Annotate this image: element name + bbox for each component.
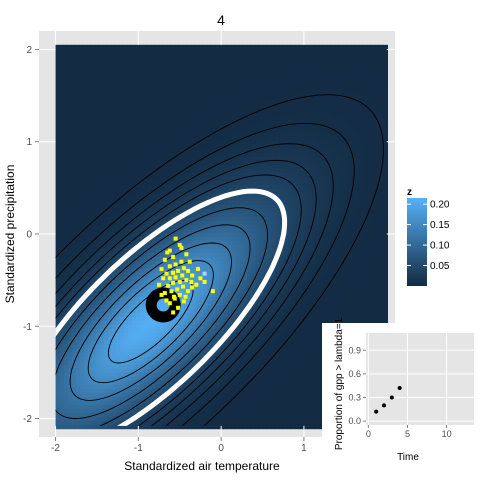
observation-point [172, 295, 176, 299]
observation-point [186, 269, 190, 273]
x-tick-label: -1 [134, 443, 143, 454]
observation-point [164, 298, 168, 302]
x-tick-label: 1 [301, 443, 307, 454]
observation-point [174, 237, 178, 241]
inset-x-tick-label: 10 [442, 429, 452, 439]
observation-point [175, 287, 179, 291]
observation-point [169, 289, 173, 293]
observation-point [190, 274, 194, 278]
observation-point [160, 267, 164, 271]
observation-point [178, 293, 182, 297]
observation-point [180, 274, 184, 278]
y-tick-label: 2 [26, 45, 32, 56]
observation-point [179, 246, 183, 250]
observation-point [211, 289, 215, 293]
observation-point [168, 276, 172, 280]
inset-y-tick-label: 0.0 [348, 416, 361, 426]
x-tick-label: 0 [218, 443, 224, 454]
observation-point [165, 250, 169, 254]
observation-point [186, 289, 190, 293]
observation-point [171, 271, 175, 275]
observation-point [203, 280, 207, 284]
observation-point [176, 269, 180, 273]
observation-point [160, 293, 164, 297]
x-axis: -2 -1 0 1 Standardized air temperature [51, 437, 307, 473]
observation-point [194, 283, 198, 287]
observation-point [182, 299, 186, 303]
inset-x-tick-label: 5 [405, 429, 410, 439]
observation-point [178, 280, 182, 284]
observation-point [174, 262, 178, 266]
observation-point [189, 280, 193, 284]
observation-point [188, 260, 192, 264]
observation-point [164, 272, 168, 276]
y-axis: -2 -1 0 1 2 Standardized precipitation [3, 45, 39, 425]
observation-point [168, 264, 172, 268]
inset-x-axis-label: Time [397, 452, 419, 463]
highlight-point [203, 272, 207, 276]
inset-panel-background [366, 333, 474, 425]
x-tick-label: -2 [51, 443, 60, 454]
observation-point [176, 306, 180, 310]
y-tick-label: 0 [26, 230, 32, 241]
inset-x-tick-label: 0 [366, 429, 371, 439]
y-tick-label: -2 [23, 414, 32, 425]
observation-point [157, 283, 161, 287]
inset-y-tick-label: 0.6 [348, 369, 361, 379]
observation-point [190, 286, 194, 290]
observation-point [196, 267, 200, 271]
legend-tick-label: 0.20 [430, 200, 450, 211]
chart-title: 4 [217, 12, 225, 28]
y-tick-label: -1 [23, 322, 32, 333]
observation-point [174, 275, 178, 279]
legend-tick-label: 0.10 [430, 241, 450, 252]
inset-y-axis-label: Proportion of gpp > lambda=1 [334, 317, 345, 450]
observation-point [184, 252, 188, 256]
inset-y-tick-label: 0.9 [348, 345, 361, 355]
inset-point [390, 395, 394, 399]
legend-colorbar [407, 198, 427, 286]
legend-title: z [407, 187, 412, 198]
legend-tick-label: 0.05 [430, 261, 450, 272]
observation-point [184, 278, 188, 282]
inset-y-tick-label: 0.3 [348, 392, 361, 402]
observation-point [198, 276, 202, 280]
y-tick-label: 1 [26, 137, 32, 148]
observation-point [181, 285, 185, 289]
inset-point [398, 386, 402, 390]
y-axis-label: Standardized precipitation [3, 165, 17, 304]
inset-point [382, 403, 386, 407]
observation-point [182, 266, 186, 270]
observation-point [184, 295, 188, 299]
observation-point [171, 310, 175, 314]
observation-point [166, 284, 170, 288]
observation-point [179, 260, 183, 264]
observation-point [161, 276, 165, 280]
x-axis-label: Standardized air temperature [124, 459, 280, 473]
legend-tick-label: 0.15 [430, 220, 450, 231]
inset-point [374, 410, 378, 414]
observation-point [171, 281, 175, 285]
observation-point [171, 255, 175, 259]
observation-point [163, 258, 167, 262]
